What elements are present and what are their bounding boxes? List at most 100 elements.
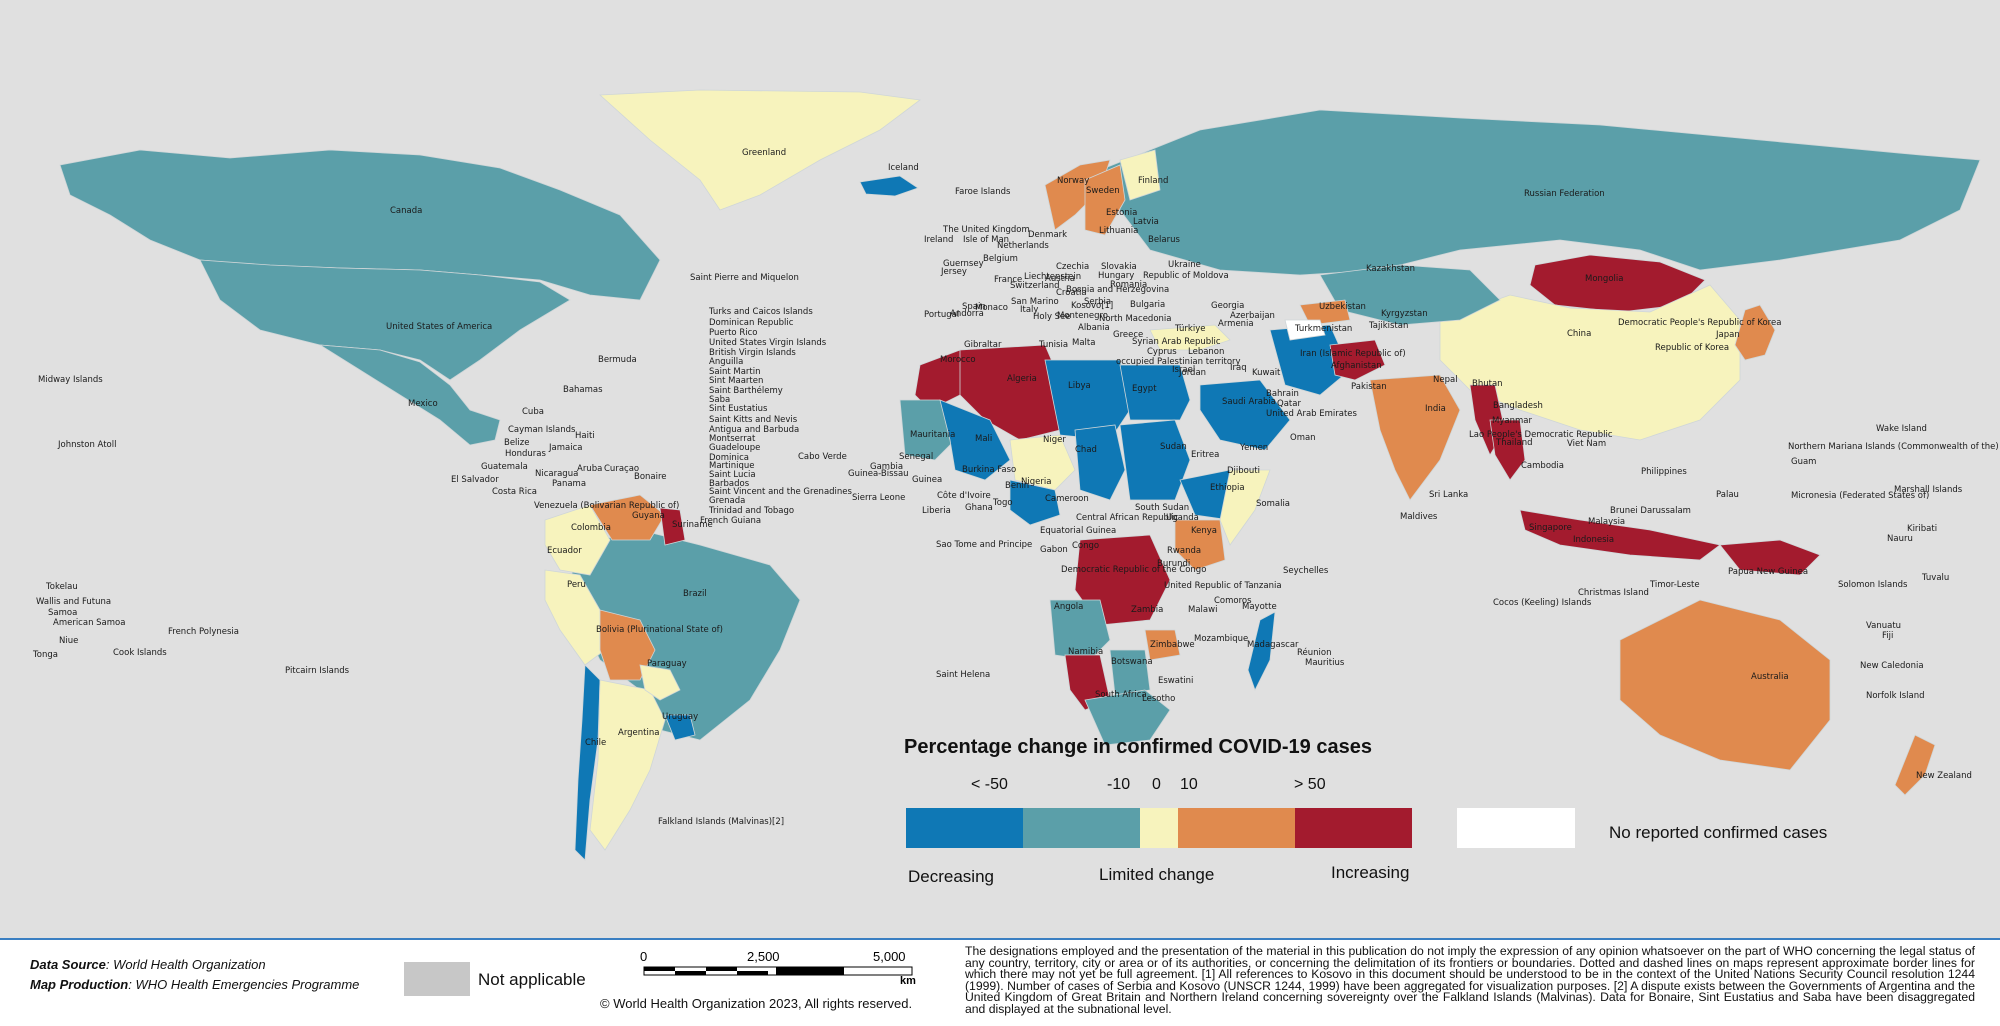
map-label-mali: Mali (975, 434, 992, 444)
map-label-tokelau: Tokelau (45, 582, 78, 592)
map-label-united-arab-emirates: United Arab Emirates (1266, 409, 1358, 419)
map-label-falkland-islands-malvinas-2: Falkland Islands (Malvinas)[2] (658, 817, 784, 827)
map-label-equatorial-guinea: Equatorial Guinea (1040, 526, 1116, 536)
map-label-rwanda: Rwanda (1167, 546, 1201, 556)
map-label-united-republic-of-tanzania: United Republic of Tanzania (1164, 581, 1282, 591)
country-iceland[interactable] (859, 175, 919, 197)
country-kenya[interactable] (1174, 519, 1226, 571)
country-united-states-of-america[interactable] (199, 259, 571, 381)
map-label-indonesia: Indonesia (1573, 535, 1614, 545)
map-label-kenya: Kenya (1191, 526, 1217, 536)
map-canvas[interactable]: Greenland Iceland Faroe Islands Canada Unite… (0, 0, 2000, 938)
country-guyana[interactable] (659, 507, 686, 546)
country-uzbekistan[interactable] (1299, 299, 1351, 326)
map-label-cura-ao: Curaçao (604, 464, 639, 474)
country-nigeria[interactable] (1009, 479, 1061, 526)
map-label-saint-pierre-and-miquelon: Saint Pierre and Miquelon (690, 273, 799, 283)
country-south-africa[interactable] (1084, 689, 1171, 746)
map-label-saint-vincent-and-the-grenadines: Saint Vincent and the Grenadines (709, 487, 853, 497)
map-label-norfolk-island: Norfolk Island (1866, 691, 1925, 701)
map-label-saint-lucia: Saint Lucia (709, 470, 756, 480)
map-label-cabo-verde: Cabo Verde (798, 452, 847, 462)
country-paraguay[interactable] (639, 664, 681, 701)
world-map[interactable]: Greenland Iceland Faroe Islands Canada Unite… (0, 0, 2000, 938)
map-label-bangladesh: Bangladesh (1493, 401, 1543, 411)
country-russian-federation[interactable] (1099, 109, 1981, 276)
map-label-czechia: Czechia (1056, 262, 1089, 272)
country-chad[interactable] (1074, 424, 1126, 501)
map-label-uzbekistan: Uzbekistan (1319, 302, 1366, 312)
country-mali[interactable] (939, 399, 1011, 481)
country-mexico[interactable] (319, 344, 501, 446)
map-label-northern-mariana-islands-commonwealth-of-the: Northern Mariana Islands (Commonwealth o… (1788, 442, 1999, 452)
map-label-haiti: Haiti (575, 431, 595, 441)
scale-tick-2500: 2,500 (747, 949, 780, 964)
country-bolivia-plurinational-state-of[interactable] (599, 609, 656, 681)
country-niger[interactable] (1009, 434, 1076, 491)
map-label-nicaragua: Nicaragua (535, 469, 578, 479)
map-label-madagascar: Madagascar (1247, 640, 1299, 650)
country-turkmenistan[interactable] (1284, 319, 1326, 341)
country-saudi-arabia[interactable] (1199, 379, 1291, 451)
map-label-saudi-arabia: Saudi Arabia (1222, 397, 1276, 407)
map-label-jersey: Jersey (940, 267, 967, 277)
map-label-costa-rica: Costa Rica (492, 487, 537, 497)
copyright: © World Health Organization 2023, All ri… (600, 996, 913, 1011)
legend-swatch-increasing-strong (1295, 808, 1412, 848)
country-algeria[interactable] (959, 344, 1061, 441)
map-label-pitcairn-islands: Pitcairn Islands (285, 666, 350, 676)
country-india[interactable] (1369, 374, 1461, 501)
map-label-occupied-palestinian-territory: occupied Palestinian territory (1116, 357, 1241, 367)
map-label-kyrgyzstan: Kyrgyzstan (1381, 309, 1428, 319)
map-label-grenada: Grenada (709, 496, 745, 506)
country-madagascar[interactable] (1247, 611, 1276, 692)
map-label-wake-island: Wake Island (1876, 424, 1927, 434)
country-thailand[interactable] (1489, 419, 1526, 481)
country-zimbabwe[interactable] (1144, 629, 1181, 661)
map-label-sint-maarten: Sint Maarten (709, 376, 763, 386)
map-label-canada: Canada (390, 206, 422, 216)
country-sweden[interactable] (1084, 164, 1126, 236)
map-label-sint-eustatius: Sint Eustatius (709, 404, 768, 414)
map-label-bosnia-and-herzegovina: Bosnia and Herzegovina (1066, 285, 1169, 295)
country-somalia[interactable] (1219, 469, 1271, 546)
country-peru[interactable] (544, 569, 606, 666)
legend-swatch-no-reported (1457, 808, 1575, 848)
map-label-french-guiana: French Guiana (700, 516, 761, 526)
country-mauritania[interactable] (899, 399, 956, 461)
country-indonesia[interactable] (1519, 509, 1721, 561)
map-label-croatia: Croatia (1056, 288, 1087, 298)
map-label-aruba: Aruba (577, 464, 602, 474)
country-finland[interactable] (1119, 149, 1161, 201)
country-canada[interactable] (59, 149, 661, 301)
country-argentina[interactable] (589, 679, 666, 851)
country-japan[interactable] (1734, 304, 1776, 361)
map-label-united-states-virgin-islands: United States Virgin Islands (709, 338, 827, 348)
country-afghanistan[interactable] (1329, 339, 1386, 381)
map-label-new-zealand: New Zealand (1916, 771, 1972, 781)
map-label-iraq: Iraq (1230, 363, 1247, 373)
country-papua-new-guinea[interactable] (1719, 539, 1821, 576)
map-label-lebanon: Lebanon (1188, 347, 1224, 357)
map-label-andorra: Andorra (950, 309, 984, 319)
map-label-central-african-republic: Central African Republic (1076, 513, 1179, 523)
map-label-france: France (994, 275, 1022, 285)
map-label-thailand: Thailand (1495, 438, 1533, 448)
country-kazakhstan[interactable] (1319, 264, 1501, 326)
map-label-mozambique: Mozambique (1194, 634, 1248, 644)
legend-title: Percentage change in confirmed COVID-19 … (904, 736, 1372, 758)
country-botswana[interactable] (1109, 649, 1151, 696)
country-new-zealand[interactable] (1894, 734, 1936, 796)
map-label-bhutan: Bhutan (1472, 379, 1503, 389)
country-venezuela-bolivarian-republic-of[interactable] (589, 494, 666, 541)
map-label-jamaica: Jamaica (548, 443, 582, 453)
map-label-mexico: Mexico (408, 399, 438, 409)
country-uruguay[interactable] (664, 714, 696, 741)
map-label-japan: Japan (1715, 330, 1740, 340)
country-angola[interactable] (1049, 599, 1111, 661)
country-greenland[interactable] (599, 89, 922, 211)
country-australia[interactable] (1619, 599, 1831, 771)
country-sudan[interactable] (1119, 419, 1191, 501)
country-egypt[interactable] (1119, 364, 1191, 421)
country-t-rkiye[interactable] (1149, 324, 1231, 351)
